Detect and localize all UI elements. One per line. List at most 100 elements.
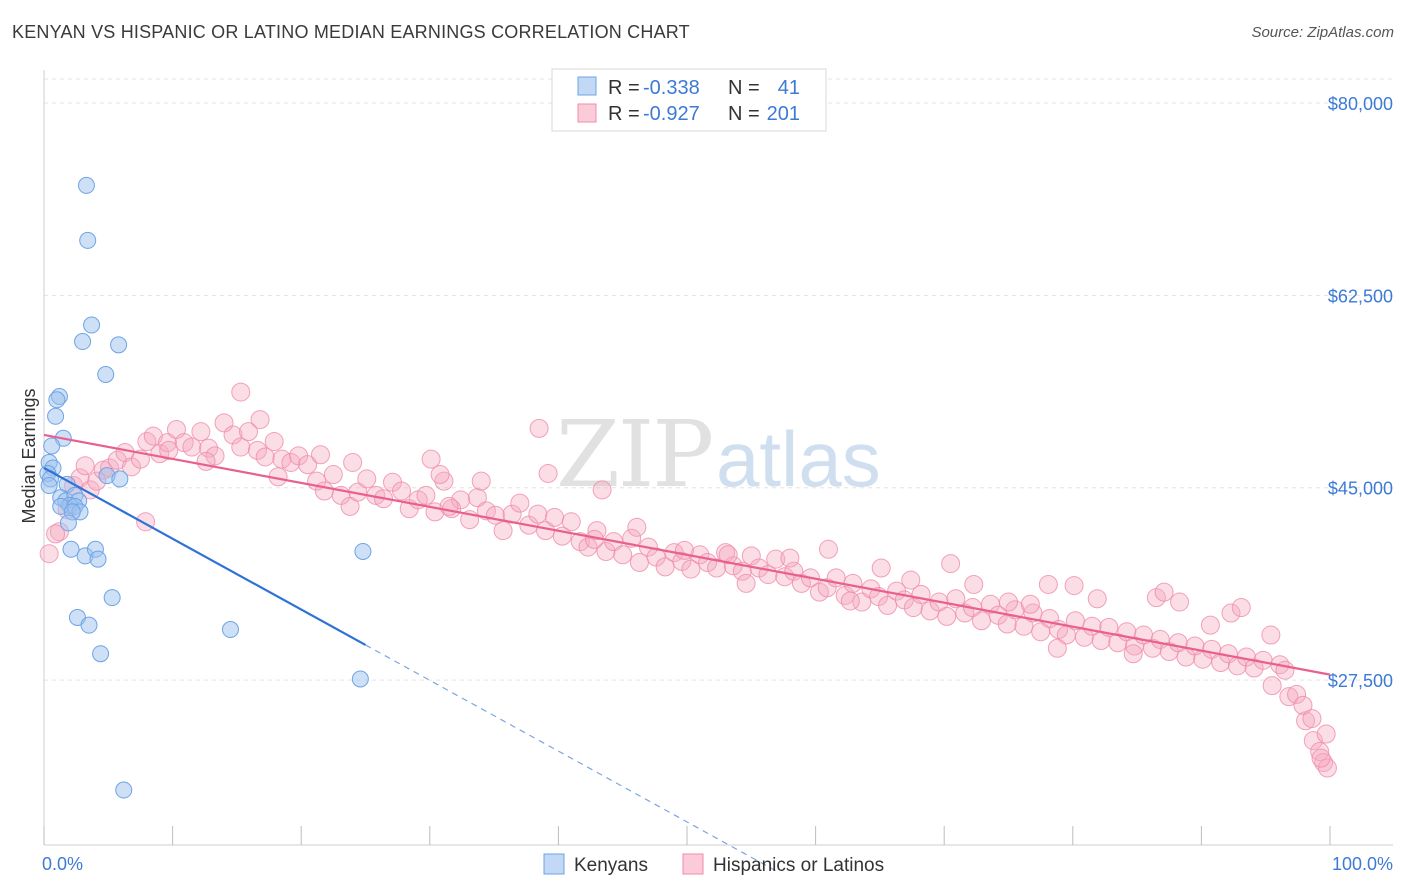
hispanic-point [901, 570, 921, 590]
hispanic-point [1087, 589, 1107, 609]
kenyan-point [77, 176, 95, 194]
hispanic-point [529, 418, 549, 438]
hispanic-point [1316, 724, 1336, 744]
hispanic-point [941, 554, 961, 574]
series-legend-swatch-hispanics [682, 853, 704, 875]
legend-r-value-2: -0.927 [643, 103, 700, 125]
hispanic-point [1020, 594, 1040, 614]
hispanic-point [791, 573, 811, 593]
hispanic-point [231, 382, 251, 402]
hispanic-point [1221, 603, 1241, 623]
hispanic-point [964, 574, 984, 594]
kenyan-point [89, 550, 107, 568]
hispanic-point [310, 445, 330, 465]
hispanic-point [741, 546, 761, 566]
hispanic-point [681, 559, 701, 579]
hispanic-point [323, 465, 343, 485]
hispanic-point [1287, 684, 1307, 704]
hispanic-point [528, 504, 548, 524]
hispanic-point [250, 410, 270, 430]
hispanic-point [1038, 574, 1058, 594]
trend-lines [43, 433, 1331, 872]
kenyan-points [39, 176, 372, 799]
watermark-atlas: atlas [716, 415, 881, 503]
hispanic-point [1302, 709, 1322, 729]
hispanic-point [818, 539, 838, 559]
hispanic-point [314, 481, 334, 501]
hispanic-trend-line [43, 433, 1331, 676]
hispanic-point [613, 545, 633, 565]
hispanic-point [223, 425, 243, 445]
x-tick-max: 100.0% [1332, 854, 1393, 874]
hispanic-point [137, 432, 157, 452]
hispanic-point [840, 591, 860, 611]
hispanic-point [674, 540, 694, 560]
hispanic-point [1231, 598, 1251, 618]
y-tick-label: $27,500 [1328, 671, 1393, 691]
hispanic-point [467, 488, 487, 508]
hispanic-point [1123, 644, 1143, 664]
kenyan-point [115, 781, 133, 799]
x-ticks [43, 826, 1331, 845]
hispanic-point [538, 463, 558, 483]
kenyan-point [354, 542, 372, 560]
legend-r-value-1: -0.338 [643, 77, 700, 99]
kenyan-point [103, 589, 121, 607]
kenyan-point [43, 437, 61, 455]
kenyan-point [111, 470, 129, 488]
hispanic-point [1261, 625, 1281, 645]
hispanic-point [196, 451, 216, 471]
hispanic-point [357, 469, 377, 489]
kenyan-trend-line [43, 466, 367, 646]
legend-r-label-2: R = [608, 103, 640, 125]
x-tick-min: 0.0% [42, 854, 83, 874]
hispanic-point [766, 549, 786, 569]
hispanic-point [298, 455, 318, 475]
hispanic-point [471, 471, 491, 491]
hispanic-point [143, 426, 163, 446]
hispanic-point [999, 592, 1018, 612]
hispanic-point [1047, 638, 1067, 658]
hispanic-point [1279, 687, 1299, 707]
y-axis-label: Median Earnings [19, 388, 39, 523]
hispanic-point [421, 449, 441, 469]
hispanic-point [343, 452, 363, 472]
legend-n-label-2: N = [728, 103, 760, 125]
legend-n-value-2: 201 [767, 103, 800, 125]
hispanic-point [392, 481, 412, 501]
hispanic-point [937, 606, 957, 626]
hispanic-point [1154, 582, 1174, 602]
series-legend-kenyans: Kenyans [574, 855, 648, 876]
kenyan-point [80, 616, 98, 634]
hispanic-point [510, 493, 530, 513]
chart-title: KENYAN VS HISPANIC OR LATINO MEDIAN EARN… [12, 22, 690, 42]
y-tick-labels: $27,500 $45,000 $62,500 $80,000 [1328, 94, 1393, 691]
hispanic-point [238, 422, 258, 442]
hispanic-point [1200, 615, 1220, 635]
hispanic-point [191, 422, 211, 442]
hispanic-point [545, 507, 565, 527]
watermark-zip: ZIP [556, 401, 712, 508]
hispanic-point [205, 446, 225, 466]
hispanic-point [247, 440, 267, 460]
hispanic-point [1170, 592, 1190, 612]
hispanic-point [182, 437, 202, 457]
hispanic-point [264, 432, 284, 452]
kenyan-point [59, 514, 77, 532]
y-tick-label: $45,000 [1328, 479, 1393, 499]
hispanic-point [75, 456, 95, 476]
kenyan-point [83, 316, 101, 334]
hispanic-point [451, 490, 471, 510]
y-tick-label: $80,000 [1328, 94, 1393, 114]
hispanic-point [1317, 758, 1337, 778]
hispanic-point [416, 485, 436, 505]
hispanic-point [476, 501, 496, 521]
kenyan-point [62, 540, 80, 558]
hispanic-point [578, 537, 598, 557]
legend-swatch-hispanics [577, 103, 597, 123]
kenyan-point [221, 621, 239, 639]
kenyan-point [92, 645, 110, 663]
hispanic-point [1310, 742, 1330, 762]
legend-n-value-1: 41 [778, 77, 800, 99]
